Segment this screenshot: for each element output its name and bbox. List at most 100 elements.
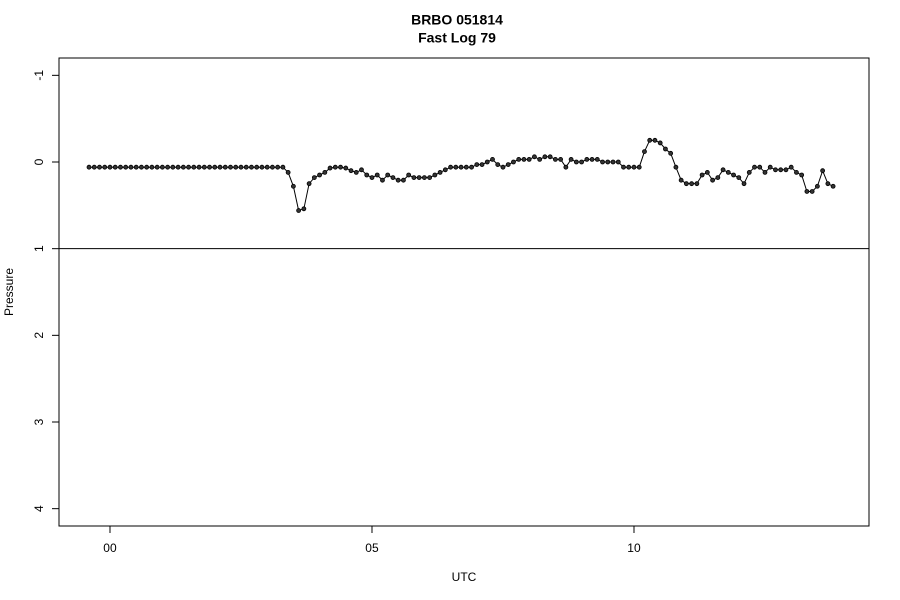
data-point [516, 156, 522, 162]
data-point [238, 164, 244, 170]
data-point [746, 169, 752, 175]
data-point [228, 164, 233, 170]
data-point [652, 137, 658, 143]
data-point [196, 164, 202, 170]
data-point [773, 167, 778, 173]
data-point [463, 164, 469, 170]
data-point [364, 172, 370, 178]
data-point [86, 164, 92, 170]
data-point [390, 175, 396, 181]
data-point [165, 164, 171, 170]
data-point [495, 162, 501, 168]
data-point [432, 172, 438, 178]
data-point [453, 164, 459, 170]
data-point [804, 189, 810, 194]
data-point [186, 164, 191, 170]
data-point [542, 154, 548, 160]
data-point [521, 156, 527, 162]
data-point [579, 159, 584, 165]
y-tick-label: 4 [32, 505, 46, 512]
data-point [615, 159, 621, 165]
data-point [296, 208, 302, 213]
y-tick-label: -1 [32, 70, 46, 81]
data-point [458, 164, 464, 170]
data-point [359, 167, 364, 173]
data-point [154, 164, 160, 170]
data-point [338, 164, 343, 170]
data-point [259, 164, 265, 170]
data-point [532, 154, 537, 160]
data-point [668, 150, 674, 156]
data-point [448, 164, 453, 170]
data-point [107, 164, 113, 170]
x-axis-label: UTC [452, 570, 477, 584]
data-point [290, 183, 296, 189]
data-point [144, 164, 150, 170]
data-point [794, 169, 799, 175]
data-point [778, 167, 784, 173]
data-point [254, 164, 260, 170]
data-point [568, 156, 574, 162]
data-point [626, 164, 632, 170]
data-point [385, 172, 391, 178]
data-point [411, 175, 417, 181]
data-point [563, 164, 569, 170]
data-point [301, 206, 307, 212]
data-point [233, 164, 239, 170]
data-point [406, 172, 412, 178]
data-point [584, 156, 590, 162]
data-point [139, 164, 144, 170]
data-point [704, 169, 710, 175]
data-point [97, 164, 102, 170]
data-point [809, 189, 815, 194]
data-point [605, 159, 611, 165]
data-point [343, 165, 349, 171]
data-point [689, 181, 695, 187]
data-point [353, 169, 359, 175]
data-line [89, 139, 834, 212]
data-point [663, 146, 668, 152]
data-point [264, 164, 270, 170]
data-point [752, 164, 757, 170]
data-point [505, 162, 511, 168]
data-point [642, 149, 647, 155]
data-point [767, 164, 773, 170]
data-point [710, 177, 715, 183]
x-tick-label: 00 [103, 541, 117, 555]
data-point [427, 175, 433, 181]
data-point [175, 164, 181, 170]
data-point [332, 164, 338, 170]
data-point [380, 177, 385, 183]
data-point [725, 169, 731, 175]
data-point [275, 164, 281, 170]
data-point [369, 175, 375, 181]
data-point [437, 169, 443, 175]
data-point [285, 169, 291, 175]
data-point [243, 164, 249, 170]
data-point [484, 159, 490, 165]
y-tick-label: 1 [32, 245, 46, 252]
data-point [442, 167, 448, 173]
data-point [212, 164, 218, 170]
data-point [511, 159, 516, 165]
data-point [280, 164, 286, 170]
data-point [537, 156, 543, 162]
data-point [91, 164, 97, 170]
data-point [552, 156, 558, 162]
y-axis-label: Pressure [2, 268, 16, 316]
data-point [374, 172, 380, 178]
data-point [715, 175, 721, 181]
x-tick-label: 10 [627, 541, 641, 555]
data-point [490, 156, 495, 162]
plot-frame [58, 57, 870, 527]
data-point [180, 164, 186, 170]
data-point [133, 164, 139, 170]
data-point [222, 164, 228, 170]
data-point [500, 164, 506, 170]
data-point [191, 164, 197, 170]
data-point [327, 165, 333, 171]
data-point [647, 137, 653, 143]
data-point [311, 175, 317, 181]
